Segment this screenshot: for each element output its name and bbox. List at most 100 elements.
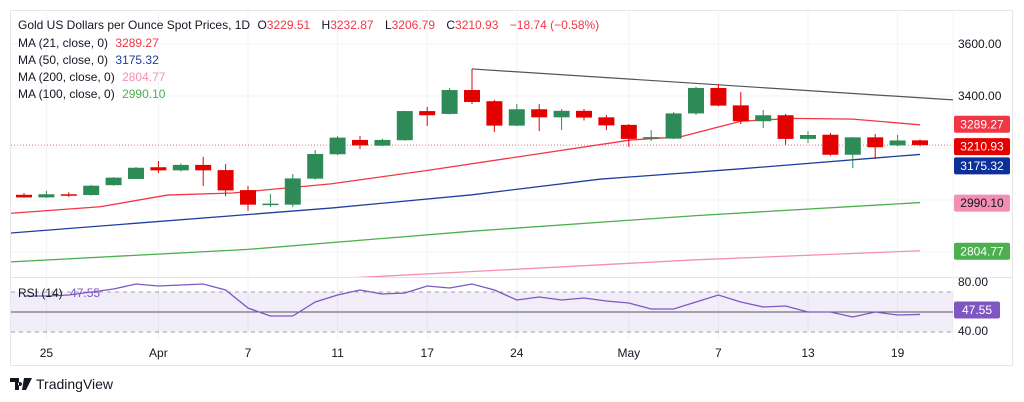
candle [486, 99, 503, 132]
ma-line-ma200 [354, 250, 921, 277]
candle-body [284, 178, 301, 205]
candle-body [665, 113, 682, 139]
candle [441, 87, 458, 115]
change-value: −18.74 (−0.58%) [509, 18, 600, 32]
candle-body [576, 110, 592, 118]
ma200-price-badge-text: 2990.10 [960, 196, 1004, 210]
candle [352, 136, 368, 150]
ma200-value: 2804.77 [122, 70, 166, 84]
ma100-price-badge-bg [954, 242, 1010, 260]
open-value: 3229.51 [266, 18, 311, 32]
ma50-price-badge: 3175.32 [954, 157, 1010, 175]
candle-body [105, 177, 122, 186]
ma200-label: MA (200, close, 0) [18, 70, 115, 84]
candle [620, 124, 637, 147]
ma50-price-badge-text: 3175.32 [960, 159, 1004, 173]
candle [822, 132, 839, 156]
candle [508, 104, 525, 127]
candle-body [822, 134, 839, 155]
candle-body [150, 167, 167, 171]
candle [150, 161, 167, 173]
candle-body [83, 185, 100, 196]
candle-body [531, 109, 548, 118]
candle [531, 104, 548, 132]
legend-ma50[interactable]: MA (50, close, 0) 3175.32 [18, 53, 163, 67]
candle-body [195, 164, 212, 171]
time-tick-label: 25 [40, 346, 54, 360]
open-label: O [257, 18, 267, 32]
candle-body [486, 101, 503, 126]
candle-body [374, 139, 391, 146]
chart-frame [10, 10, 1013, 366]
rsi-tick-label: 40.00 [958, 324, 988, 338]
tradingview-logo[interactable]: TradingView [10, 376, 113, 392]
candle-body [60, 194, 77, 196]
candle-body [710, 87, 727, 106]
candle-body [800, 135, 816, 139]
legend-ma100[interactable]: MA (100, close, 0) 2990.10 [18, 87, 169, 101]
candle-body [620, 124, 637, 139]
time-tick-label: 19 [891, 346, 905, 360]
time-tick-label: 7 [245, 346, 252, 360]
last-price-badge: 3210.93 [954, 138, 1010, 156]
ma100-price-badge-text: 2804.77 [960, 244, 1004, 258]
ma200-price-badge-bg [954, 194, 1010, 212]
rsi-pane [24, 283, 921, 318]
candle [284, 174, 301, 208]
candle-body [419, 111, 436, 116]
candle [553, 109, 570, 131]
candle-body [172, 164, 189, 171]
ma50-value: 3175.32 [115, 53, 159, 67]
candle-body [128, 167, 144, 179]
candle [576, 109, 592, 121]
time-tick-label: 24 [510, 346, 524, 360]
candle [128, 166, 144, 180]
candle-body [396, 111, 413, 141]
low-value: 3206.79 [391, 18, 436, 32]
candle [710, 84, 727, 107]
tradingview-wordmark: TradingView [36, 376, 114, 392]
candle [329, 136, 346, 156]
candle-body [464, 90, 480, 102]
candle-body [777, 115, 794, 139]
rsi-value-badge-text: 47.55 [962, 303, 992, 317]
candle [665, 112, 682, 140]
last-price-badge-bg [954, 138, 1010, 156]
rsi-line [24, 283, 921, 318]
legend-ma200[interactable]: MA (200, close, 0) 2804.77 [18, 70, 169, 84]
candle-body [732, 105, 749, 122]
ma21-label: MA (21, close, 0) [18, 36, 109, 50]
price-tick-label: 3400.00 [958, 89, 1002, 103]
ma100-label: MA (100, close, 0) [18, 87, 115, 101]
ma100-value: 2990.10 [122, 87, 166, 101]
candle [777, 113, 794, 145]
candle-body [262, 203, 279, 206]
legend-ma21[interactable]: MA (21, close, 0) 3289.27 [18, 36, 163, 50]
chart-title: Gold US Dollars per Ounce Spot Prices, 1… [18, 18, 251, 32]
candle [83, 184, 100, 196]
candle [16, 192, 32, 198]
candle-body [889, 140, 906, 146]
candle-body [688, 87, 704, 114]
legend-rsi[interactable]: RSI (14) 47.55 [18, 286, 104, 300]
candle [396, 110, 413, 141]
rsi-label: RSI (14) [18, 286, 63, 300]
ma200-price-badge: 2990.10 [954, 194, 1010, 212]
rsi-value-badge: 47.55 [954, 301, 1000, 319]
candle-body [553, 110, 570, 118]
price-tick-label: 3600.00 [958, 37, 1002, 51]
candle [172, 163, 189, 172]
low-label: L [384, 18, 392, 32]
candle-body [867, 137, 884, 148]
ma-line-ma21 [11, 117, 921, 214]
candle-body [352, 139, 368, 146]
candle [60, 192, 77, 197]
rsi-value-badge-bg [954, 301, 1000, 319]
candle [867, 133, 884, 159]
trendline [471, 68, 953, 101]
candle [755, 110, 772, 128]
candle [419, 106, 436, 126]
ma21-price-badge-bg [954, 115, 1010, 133]
main-pane [11, 68, 953, 277]
